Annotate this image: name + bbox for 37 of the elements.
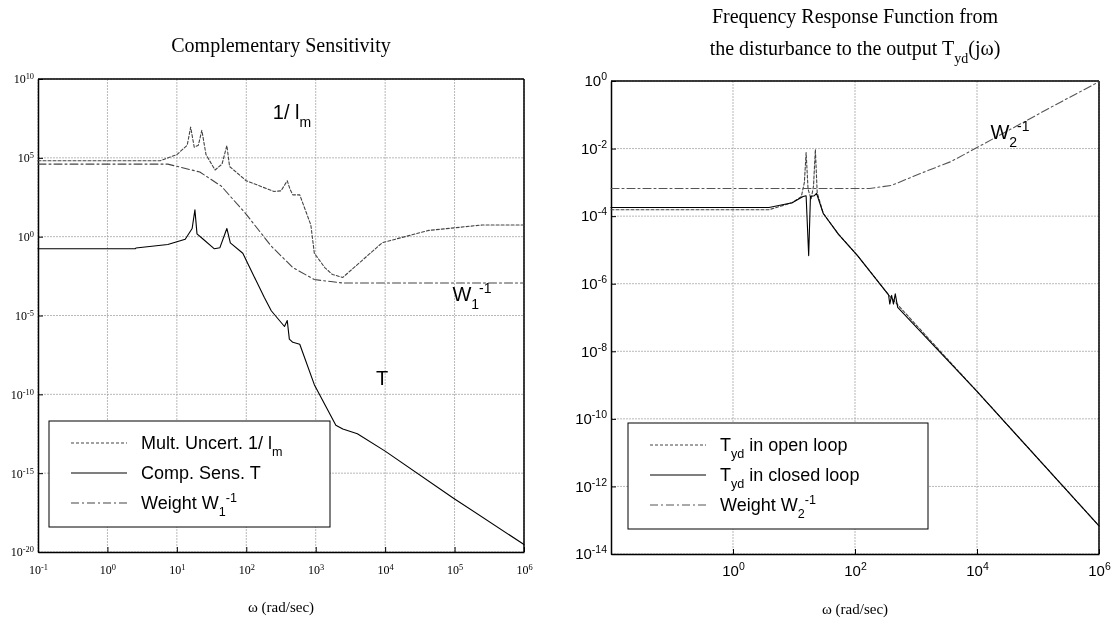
y-tick-label: 10$^{-2}$ (580, 137, 608, 157)
y-tick-label: 10$^{-6}$ (580, 273, 608, 293)
x-tick-label: 10$^{4}$ (377, 562, 395, 577)
x-tick-label: 10$^{0}$ (99, 562, 117, 577)
x-tick-label: 10$^{2}$ (238, 562, 255, 577)
y-tick-label: 10$^{5}$ (17, 150, 34, 166)
x-tick-label: 10$^{4}$ (966, 560, 989, 579)
x-axis-title: ω (rad/sec) (821, 601, 889, 618)
annotation: T (375, 367, 389, 389)
annotation: 1/ l$_{m}$ (272, 101, 312, 130)
y-tick-label: 10$^{-8}$ (580, 340, 608, 360)
y-tick-label: 10$^{-14}$ (575, 543, 608, 563)
y-tick-label: 10$^{-5}$ (15, 308, 34, 323)
y-tick-label: 10$^{-10}$ (10, 387, 34, 402)
y-tick-label: 10$^{-10}$ (575, 408, 608, 428)
x-tick-label: 10$^{6}$ (516, 562, 533, 577)
y-tick-label: 10$^{-15}$ (10, 466, 34, 481)
y-tick-label: 10$^{0}$ (584, 70, 608, 90)
y-tick-label: 10$^{-4}$ (580, 205, 608, 225)
x-tick-label: 10$^{1}$ (169, 562, 186, 577)
legend-label: T$_{yd}$ in open loop (720, 435, 848, 462)
chart-title: Frequency Response Function from the disturbance to the output T$_{yd}$(jω) (709, 5, 1001, 66)
x-tick-label: 10$^{5}$ (446, 562, 464, 577)
x-tick-label: 10$^{0}$ (722, 560, 745, 579)
x-tick-label: 10$^{6}$ (1088, 560, 1111, 579)
x-tick-label: 10$^{3}$ (308, 562, 325, 577)
x-tick-label: 10$^{2}$ (844, 560, 867, 579)
x-axis-title: ω (rad/sec) (247, 599, 315, 616)
y-tick-label: 10$^{10}$ (13, 71, 34, 87)
y-tick-label: 10$^{-12}$ (575, 475, 608, 495)
y-tick-label: 10$^{0}$ (17, 229, 34, 245)
legend-label: Comp. Sens. T (141, 463, 261, 484)
chart-title: Complementary Sensitivity (171, 34, 391, 57)
legend-label: T$_{yd}$ in closed loop (720, 465, 860, 492)
y-tick-label: 10$^{-20}$ (10, 544, 34, 560)
x-tick-label: 10$^{-1}$ (29, 562, 48, 577)
legend-label: Mult. Uncert. 1/ l$_{m}$ (141, 433, 283, 460)
